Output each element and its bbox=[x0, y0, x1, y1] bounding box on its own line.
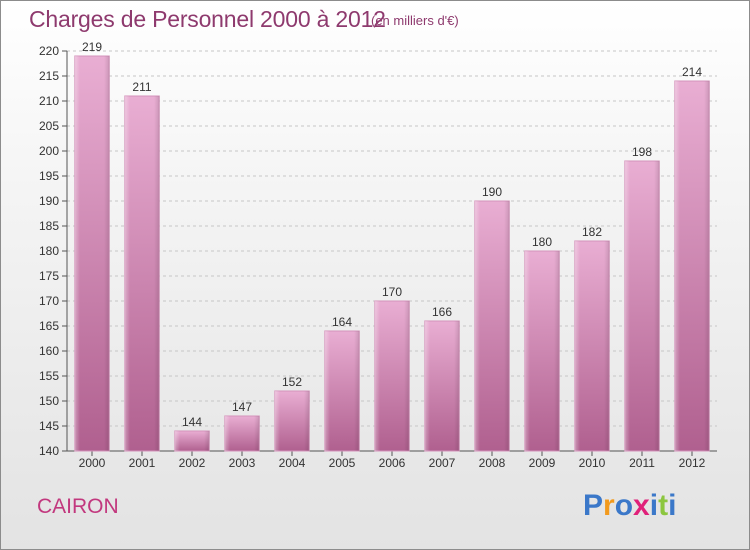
y-tick-label: 155 bbox=[39, 369, 59, 383]
bar-shading bbox=[474, 201, 510, 451]
y-tick-label: 185 bbox=[39, 219, 59, 233]
bar-shading bbox=[624, 161, 660, 451]
y-tick-label: 180 bbox=[39, 244, 59, 258]
data-label: 144 bbox=[182, 415, 202, 429]
bar-shading bbox=[224, 416, 260, 451]
data-label: 198 bbox=[632, 145, 652, 159]
bar-shading bbox=[124, 96, 160, 451]
labels: 1401451501551601651701751801851901952002… bbox=[39, 40, 706, 470]
x-tick-label: 2004 bbox=[279, 456, 306, 470]
x-tick-label: 2000 bbox=[79, 456, 106, 470]
y-tick-label: 145 bbox=[39, 419, 59, 433]
data-label: 147 bbox=[232, 400, 252, 414]
data-label: 214 bbox=[682, 65, 702, 79]
bar-shading bbox=[174, 431, 210, 451]
y-tick-label: 220 bbox=[39, 44, 59, 58]
bar-shading bbox=[274, 391, 310, 451]
data-label: 164 bbox=[332, 315, 352, 329]
y-tick-label: 150 bbox=[39, 394, 59, 408]
x-tick-label: 2001 bbox=[129, 456, 156, 470]
commune-name: CAIRON bbox=[37, 495, 119, 518]
y-tick-label: 205 bbox=[39, 119, 59, 133]
bars bbox=[74, 55, 710, 452]
y-tick-label: 190 bbox=[39, 194, 59, 208]
y-tick-label: 215 bbox=[39, 69, 59, 83]
bar-shading bbox=[424, 321, 460, 451]
data-label: 182 bbox=[582, 225, 602, 239]
x-tick-label: 2008 bbox=[479, 456, 506, 470]
y-tick-label: 165 bbox=[39, 319, 59, 333]
proxiti-logo: Proxiti bbox=[583, 489, 677, 522]
bar-shading bbox=[674, 81, 710, 451]
x-tick-label: 2009 bbox=[529, 456, 556, 470]
data-label: 190 bbox=[482, 185, 502, 199]
data-label: 166 bbox=[432, 305, 452, 319]
data-label: 211 bbox=[132, 80, 151, 94]
bar-shading bbox=[574, 241, 610, 451]
bar-shading bbox=[324, 331, 360, 451]
chart-title: Charges de Personnel 2000 à 2012 bbox=[29, 6, 386, 32]
bar-shading bbox=[524, 251, 560, 451]
data-label: 219 bbox=[82, 40, 102, 54]
data-label: 180 bbox=[532, 235, 552, 249]
x-tick-label: 2010 bbox=[579, 456, 606, 470]
y-tick-label: 210 bbox=[39, 94, 59, 108]
y-tick-label: 195 bbox=[39, 169, 59, 183]
y-tick-label: 200 bbox=[39, 144, 59, 158]
x-tick-label: 2002 bbox=[179, 456, 206, 470]
x-tick-label: 2007 bbox=[429, 456, 456, 470]
y-tick-label: 175 bbox=[39, 269, 59, 283]
x-tick-label: 2005 bbox=[329, 456, 356, 470]
x-tick-label: 2012 bbox=[679, 456, 706, 470]
data-label: 152 bbox=[282, 375, 302, 389]
chart-subtitle: (en milliers d'€) bbox=[371, 13, 459, 28]
bar-shading bbox=[74, 56, 110, 451]
y-tick-label: 170 bbox=[39, 294, 59, 308]
x-tick-label: 2006 bbox=[379, 456, 406, 470]
x-tick-label: 2003 bbox=[229, 456, 256, 470]
y-tick-label: 140 bbox=[39, 444, 59, 458]
y-tick-label: 160 bbox=[39, 344, 59, 358]
data-label: 170 bbox=[382, 285, 402, 299]
x-tick-label: 2011 bbox=[629, 456, 655, 470]
bar-shading bbox=[374, 301, 410, 451]
